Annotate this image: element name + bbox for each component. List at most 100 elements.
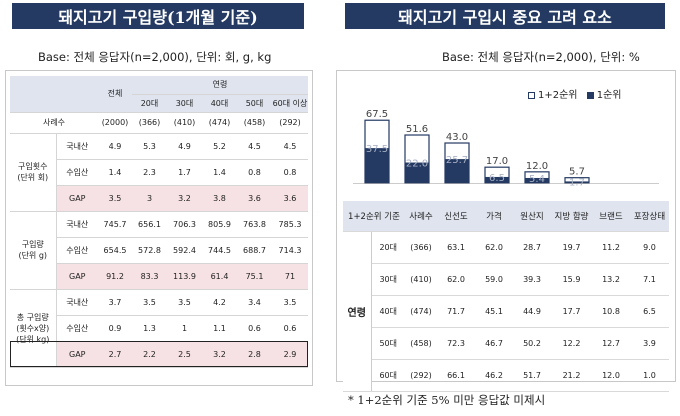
- data-row: 구입량 (단위 g) 국내산 745.7 656.1 706.3 805.9 763.8 78…: [10, 211, 308, 290]
- cell-value: 0.8: [237, 159, 272, 186]
- section-label: 구입량 (단위 g): [10, 211, 57, 290]
- cell-value: 706.3: [167, 211, 202, 238]
- cell-value: 3.6: [237, 185, 272, 212]
- cell-value: 71: [272, 263, 308, 290]
- row-label: 60대: [371, 359, 405, 392]
- cell-value: 592.4: [167, 237, 202, 264]
- header-total: 전체: [98, 76, 132, 113]
- cell-value: 5.2: [202, 133, 237, 160]
- left-base-note: Base: 전체 응답자(n=2,000), 단위: 회, g, kg: [38, 50, 272, 64]
- cell-value: 51.7: [513, 359, 551, 392]
- cell-value: 15.9: [551, 263, 592, 296]
- bar-first: [405, 162, 429, 183]
- data-label-combined: 17.0: [486, 156, 508, 167]
- sample-value: (458): [237, 112, 272, 134]
- cell-value: 654.5: [98, 237, 132, 264]
- cell-value: 0.6: [272, 315, 308, 342]
- footnote: * 1+2순위 기준 5% 미만 응답값 미제시: [348, 393, 546, 407]
- cell-value: 3.9: [630, 327, 669, 360]
- cell-value: 745.7: [98, 211, 132, 238]
- cell-value: 3: [132, 185, 167, 212]
- legend-label-first: 1순위: [596, 90, 622, 101]
- cell-value: 61.4: [202, 263, 237, 290]
- left-title: 돼지고기 구입량(1개월 기준): [58, 8, 258, 27]
- cell-value: 763.8: [237, 211, 272, 238]
- cell-value: 12.7: [592, 327, 630, 360]
- cell-value: 9.0: [630, 231, 669, 264]
- row-label: 50대: [371, 327, 405, 360]
- legend-swatch-combined: [528, 91, 535, 99]
- chart-legend: 1+2순위 1순위: [528, 86, 621, 101]
- table-row: 50대 (458) 72.3 46.7 50.2 12.2 12.7 3.9: [343, 327, 669, 360]
- cell-value: 4.9: [98, 133, 132, 160]
- purchase-volume-table: 전체 연령 20대 30대 40대 50대 60대 이상 사례수 (2000) …: [10, 76, 308, 368]
- sample-label: 사례수: [10, 112, 98, 134]
- cell-value: 113.9: [167, 263, 202, 290]
- cell-value: (410): [405, 263, 437, 296]
- cell-value: 2.7: [98, 341, 132, 368]
- column-header: 신선도: [437, 201, 475, 232]
- table-row: 연령 20대 (366) 63.1 62.0 28.7 19.7 11.2 9.0: [343, 231, 669, 392]
- table-corner: 1+2순위 기준: [343, 201, 405, 232]
- bar-first: [525, 177, 549, 183]
- header-age: 30대: [167, 94, 202, 113]
- header-age: 50대: [237, 94, 272, 113]
- cell-value: 3.5: [98, 185, 132, 212]
- cell-value: 10.8: [592, 295, 630, 328]
- column-header: 지방 함량: [551, 201, 592, 232]
- cell-value: 1.4: [98, 159, 132, 186]
- cell-value: 91.2: [98, 263, 132, 290]
- right-title-banner: 돼지고기 구입시 중요 고려 요소: [345, 3, 665, 29]
- cell-value: 714.3: [272, 237, 308, 264]
- section-label: 총 구입량 (횟수x양) (단위 kg): [10, 289, 57, 368]
- data-label-first: 22.0: [406, 159, 428, 170]
- cell-value: 28.7: [513, 231, 551, 264]
- column-header: 포장상태: [630, 201, 669, 232]
- row-label: 국내산: [56, 289, 98, 316]
- row-label: 국내산: [56, 133, 98, 160]
- cell-value: (474): [405, 295, 437, 328]
- cell-value: 785.3: [272, 211, 308, 238]
- column-header: 사례수: [405, 201, 437, 232]
- sample-value: (366): [132, 112, 167, 134]
- right-title: 돼지고기 구입시 중요 고려 요소: [398, 8, 612, 27]
- cell-value: 2.3: [132, 159, 167, 186]
- header-blank: [10, 76, 98, 113]
- cell-value: 4.5: [272, 133, 308, 160]
- column-header: 브랜드: [592, 201, 630, 232]
- cell-value: 62.0: [437, 263, 475, 296]
- data-row: 수입산 654.5 572.8 592.4 744.5 688.7 714.3: [10, 237, 308, 264]
- data-label-first: 37.5: [366, 144, 388, 155]
- gap-row: GAP 3.5 3 3.2 3.8 3.6 3.6: [10, 185, 308, 212]
- cell-value: 4.2: [202, 289, 237, 316]
- data-label-first: 6.5: [489, 173, 505, 184]
- cell-value: 62.0: [475, 231, 513, 264]
- cell-value: 17.7: [551, 295, 592, 328]
- column-header: 원산지: [513, 201, 551, 232]
- cell-value: 805.9: [202, 211, 237, 238]
- cell-value: 66.1: [437, 359, 475, 392]
- data-label-first: 1.7: [569, 177, 585, 188]
- row-label: 수입산: [56, 159, 98, 186]
- header-age: 40대: [202, 94, 237, 113]
- row-label: GAP: [56, 185, 98, 212]
- cell-value: 5.3: [132, 133, 167, 160]
- cell-value: 744.5: [202, 237, 237, 264]
- cell-value: 3.2: [202, 341, 237, 368]
- cell-value: 63.1: [437, 231, 475, 264]
- cell-value: 3.8: [202, 185, 237, 212]
- cell-value: 50.2: [513, 327, 551, 360]
- importance-bar-chart: 67.5 37.5 51.6 22.0 43.0 25.7 17.0 6.5 12.0 5.4 5.…: [353, 109, 659, 188]
- cell-value: 1.3: [132, 315, 167, 342]
- group-label: 연령: [343, 231, 372, 392]
- bar-first: [365, 148, 389, 183]
- cell-value: 12.2: [551, 327, 592, 360]
- cell-value: 13.2: [592, 263, 630, 296]
- cell-value: 72.3: [437, 327, 475, 360]
- cell-value: 3.4: [237, 289, 272, 316]
- cell-value: (458): [405, 327, 437, 360]
- cell-value: 45.1: [475, 295, 513, 328]
- sample-row: 사례수 (2000) (366) (410) (474) (458) (292): [10, 112, 308, 134]
- row-label: 30대: [371, 263, 405, 296]
- row-label: 40대: [371, 295, 405, 328]
